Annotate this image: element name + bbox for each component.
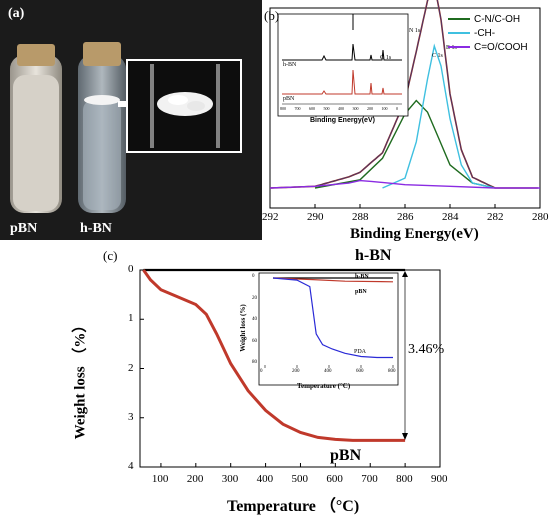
legend-swatch-ch <box>448 32 470 34</box>
tga-xtick-label: 200 <box>186 473 204 485</box>
tga-inset-xlabel: Temperature (°C) <box>297 382 351 390</box>
delta-arrow-down-icon <box>402 433 408 440</box>
tga-panel: (c) h-BN pBN 3.46% 100 200 300 400 500 600 700… <box>0 244 550 517</box>
panel-label-a: (a) <box>8 6 25 21</box>
delta-arrow-up-icon <box>402 271 408 277</box>
tga-inset-series-line <box>272 277 393 359</box>
legend-item-cn: C-N/C-OH <box>448 12 528 26</box>
inset-series-hbn: h-BN <box>283 62 297 68</box>
inset-xtick-label: 800 <box>280 106 286 111</box>
legend-swatch-co <box>448 46 470 48</box>
tga-ytick-label: 0 <box>128 263 134 275</box>
tga-ytick-label: 3 <box>128 410 134 423</box>
tga-inset-ytick-label: 60 <box>252 338 257 344</box>
pbn-cork <box>17 44 55 66</box>
photo-panel: (a) pBN h-BN <box>0 0 262 240</box>
inset-peak-o1s: O 1s <box>380 55 392 61</box>
pbn-liquid <box>13 75 59 211</box>
tga-xtick-label: 600 <box>326 473 343 485</box>
tga-plot <box>139 268 441 468</box>
hbn-curve-label: h-BN <box>355 247 392 264</box>
inset-xtick-label: 400 <box>338 106 344 111</box>
inset-xtick-label: 500 <box>323 106 330 111</box>
survey-inset-frame <box>277 13 409 117</box>
legend-item-co: C=O/COOH <box>448 40 528 54</box>
inset-peak-b1s: B 1s <box>446 45 457 51</box>
tga-inset-xtick-label: 0 <box>260 369 263 374</box>
xps-series-line <box>314 99 496 189</box>
survey-pbn-line <box>282 69 402 95</box>
inset-xtick-label: 0 <box>396 106 398 111</box>
legend-label-cn: C-N/C-OH <box>474 13 521 25</box>
inset-xtick-label: 200 <box>367 106 373 111</box>
tga-inset-xtick-label: 800 <box>388 369 396 374</box>
xps-xtick-label: 292 <box>262 211 279 223</box>
xps-xtick-label: 286 <box>397 211 414 223</box>
tga-ytick-label: 2 <box>128 361 134 374</box>
panel-label-c: (c) <box>103 248 118 263</box>
xps-xtick-label: 284 <box>442 211 459 223</box>
tga-inset-xtick-label: 400 <box>324 369 332 374</box>
tga-inset-ytick-label: 80 <box>252 360 257 365</box>
xps-plot <box>269 0 541 209</box>
inset-xtick-label: 300 <box>352 106 359 111</box>
inset-xlabel: Binding Energy(eV) <box>310 117 375 124</box>
vial-label-pbn: pBN <box>10 221 38 236</box>
tga-ytick-label: 4 <box>128 460 134 472</box>
vial-label-hbn: h-BN <box>80 221 112 236</box>
legend-label-ch: -CH- <box>474 27 496 39</box>
hbn-float-layer <box>84 95 120 105</box>
tga-inset-ytick-label: 40 <box>252 317 257 322</box>
tga-series-line <box>142 269 406 442</box>
tga-inset-label-pda: PDA <box>354 349 367 355</box>
panel-label-b: (b) <box>264 8 280 23</box>
tga-inset-ytick-label: 0 <box>252 274 255 279</box>
tga-xtick-label: 700 <box>361 473 378 485</box>
arrow-shaft <box>118 101 130 107</box>
tga-xtick-label: 300 <box>221 473 239 485</box>
hbn-cork <box>83 42 121 66</box>
inset-series-pbn: pBN <box>283 96 295 102</box>
xps-legend: C-N/C-OH -CH- C=O/COOH <box>448 12 528 54</box>
tga-xtick-label: 900 <box>431 473 448 485</box>
survey-hbn-line <box>282 43 402 61</box>
tga-ytick-label: 1 <box>128 312 134 325</box>
tga-xtick-label: 500 <box>291 473 308 485</box>
xps-series-line <box>269 179 540 189</box>
legend-item-ch: -CH- <box>448 26 528 40</box>
tga-ylabel: Weight loss （%） <box>72 317 89 440</box>
tga-xtick-label: 100 <box>151 473 169 485</box>
zoom-white-solid <box>157 92 213 116</box>
tga-xlabel: Temperature （°C) <box>227 498 360 515</box>
xps-series-line <box>382 43 496 189</box>
tga-inset-ylabel: Weight loss (%) <box>239 304 247 352</box>
tga-inset-xtick-label: 200 <box>292 369 300 374</box>
xps-panel: (b) N 1s O 1s C 1s B 1s h-BN pBN 800 700 6… <box>262 0 550 244</box>
inset-peak-c1s: C 1s <box>432 53 443 59</box>
tga-inset-frame <box>258 272 399 386</box>
legend-swatch-cn <box>448 18 470 20</box>
pbn-curve-label: pBN <box>330 447 362 464</box>
inset-xtick-label: 700 <box>294 106 301 111</box>
xps-xtick-label: 290 <box>307 211 324 223</box>
inset-peak-n1s: N 1s <box>409 28 421 34</box>
legend-label-co: C=O/COOH <box>474 41 528 53</box>
tga-xtick-label: 800 <box>396 473 413 485</box>
tga-inset-series-line <box>272 277 394 283</box>
tga-xtick-label: 400 <box>256 473 274 485</box>
tga-inset-label-pbn: pBN <box>355 289 367 295</box>
delta-value-label: 3.46% <box>408 342 445 357</box>
xps-xlabel: Binding Energy(eV) <box>350 226 479 242</box>
inset-xtick-label: 600 <box>309 106 315 111</box>
xps-xtick-label: 280 <box>532 211 549 223</box>
tga-inset-xtick-label: 600 <box>356 369 364 374</box>
tga-inset-ytick-label: 20 <box>252 295 257 301</box>
xps-xtick-label: 282 <box>487 211 504 223</box>
inset-xtick-label: 100 <box>381 106 388 111</box>
xps-xtick-label: 288 <box>352 211 369 223</box>
tga-inset-label-hbn: h-BN <box>355 274 369 280</box>
hbn-liquid <box>83 100 121 210</box>
vials-photo <box>10 42 242 213</box>
